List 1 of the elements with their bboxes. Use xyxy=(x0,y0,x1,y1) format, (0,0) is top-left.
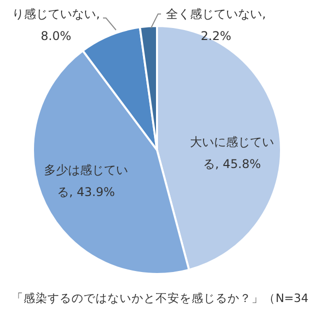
text: 「感染するのではないかと不安を感じるか？」（N=34 xyxy=(12,291,308,305)
